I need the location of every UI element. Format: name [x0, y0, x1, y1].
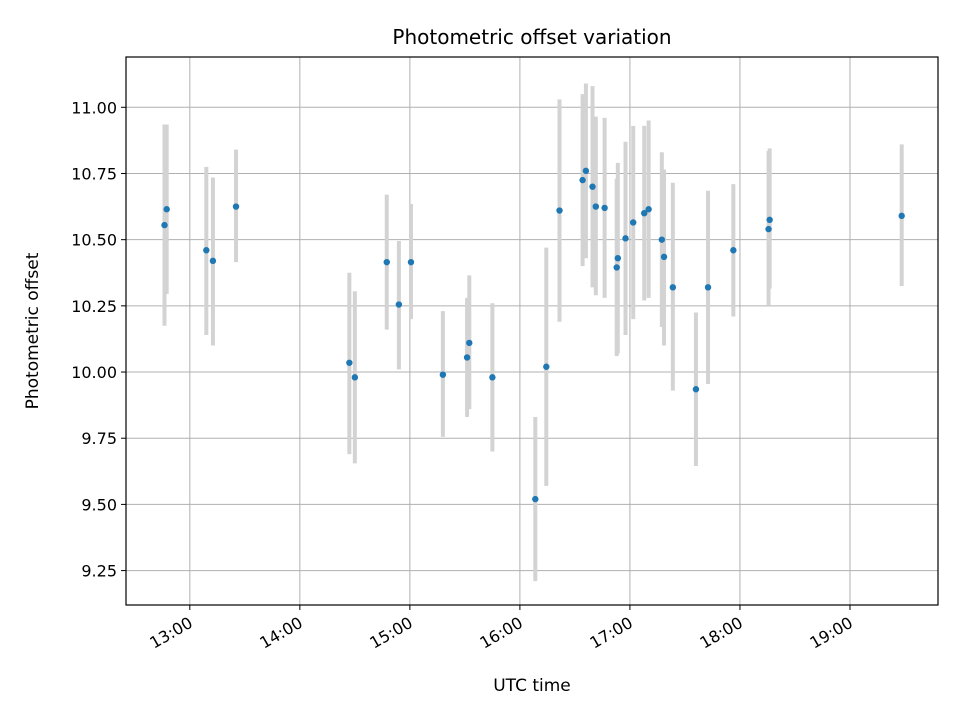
data-point: [532, 495, 539, 503]
data-point: [622, 235, 629, 242]
data-point: [898, 212, 905, 220]
data-point: [766, 216, 773, 224]
y-tick-label: 9.25: [81, 562, 117, 581]
data-point: [163, 206, 170, 213]
data-point: [203, 247, 210, 254]
y-tick-label: 10.25: [71, 297, 117, 316]
data-point: [383, 258, 390, 266]
data-point: [395, 301, 403, 308]
data-markers: [161, 167, 905, 503]
y-tick-label: 10.50: [71, 231, 117, 250]
data-point: [692, 386, 700, 393]
y-tick-label: 11.00: [71, 98, 117, 117]
data-point: [351, 374, 359, 381]
y-tick-label: 9.75: [81, 429, 117, 448]
chart-title: Photometric offset variation: [392, 25, 671, 49]
y-tick-label: 10.00: [71, 363, 117, 382]
data-point: [592, 203, 600, 210]
data-point: [579, 176, 586, 184]
y-tick-label: 9.50: [81, 495, 117, 514]
data-point: [439, 371, 447, 378]
data-point: [641, 209, 648, 217]
data-point: [730, 247, 737, 254]
data-point: [556, 207, 563, 214]
data-point: [232, 203, 240, 210]
data-point: [630, 219, 637, 226]
data-point: [601, 204, 608, 212]
data-point: [463, 354, 471, 361]
grid: [126, 57, 938, 605]
data-point: [765, 225, 772, 233]
data-point: [645, 206, 652, 213]
plot-frame: [125, 56, 939, 606]
data-point: [704, 284, 712, 291]
data-point: [209, 257, 217, 265]
y-tick-label: 10.75: [71, 164, 117, 183]
data-point: [489, 374, 496, 381]
data-point: [613, 264, 620, 271]
data-point: [658, 236, 666, 243]
data-point: [543, 363, 550, 370]
data-point: [614, 254, 622, 262]
x-axis-label: UTC time: [493, 676, 571, 696]
data-point: [660, 253, 668, 261]
y-axis-label: Photometric offset: [23, 252, 43, 409]
data-point: [669, 284, 677, 291]
data-point: [407, 258, 415, 266]
data-point: [589, 183, 596, 190]
data-point: [161, 221, 168, 229]
y-axis-ticks: 9.25 9.50 9.75 10.00 10.25 10.50 10.75 11.00: [71, 98, 126, 581]
data-point: [582, 167, 590, 175]
data-point: [466, 339, 473, 347]
data-point: [346, 359, 353, 366]
